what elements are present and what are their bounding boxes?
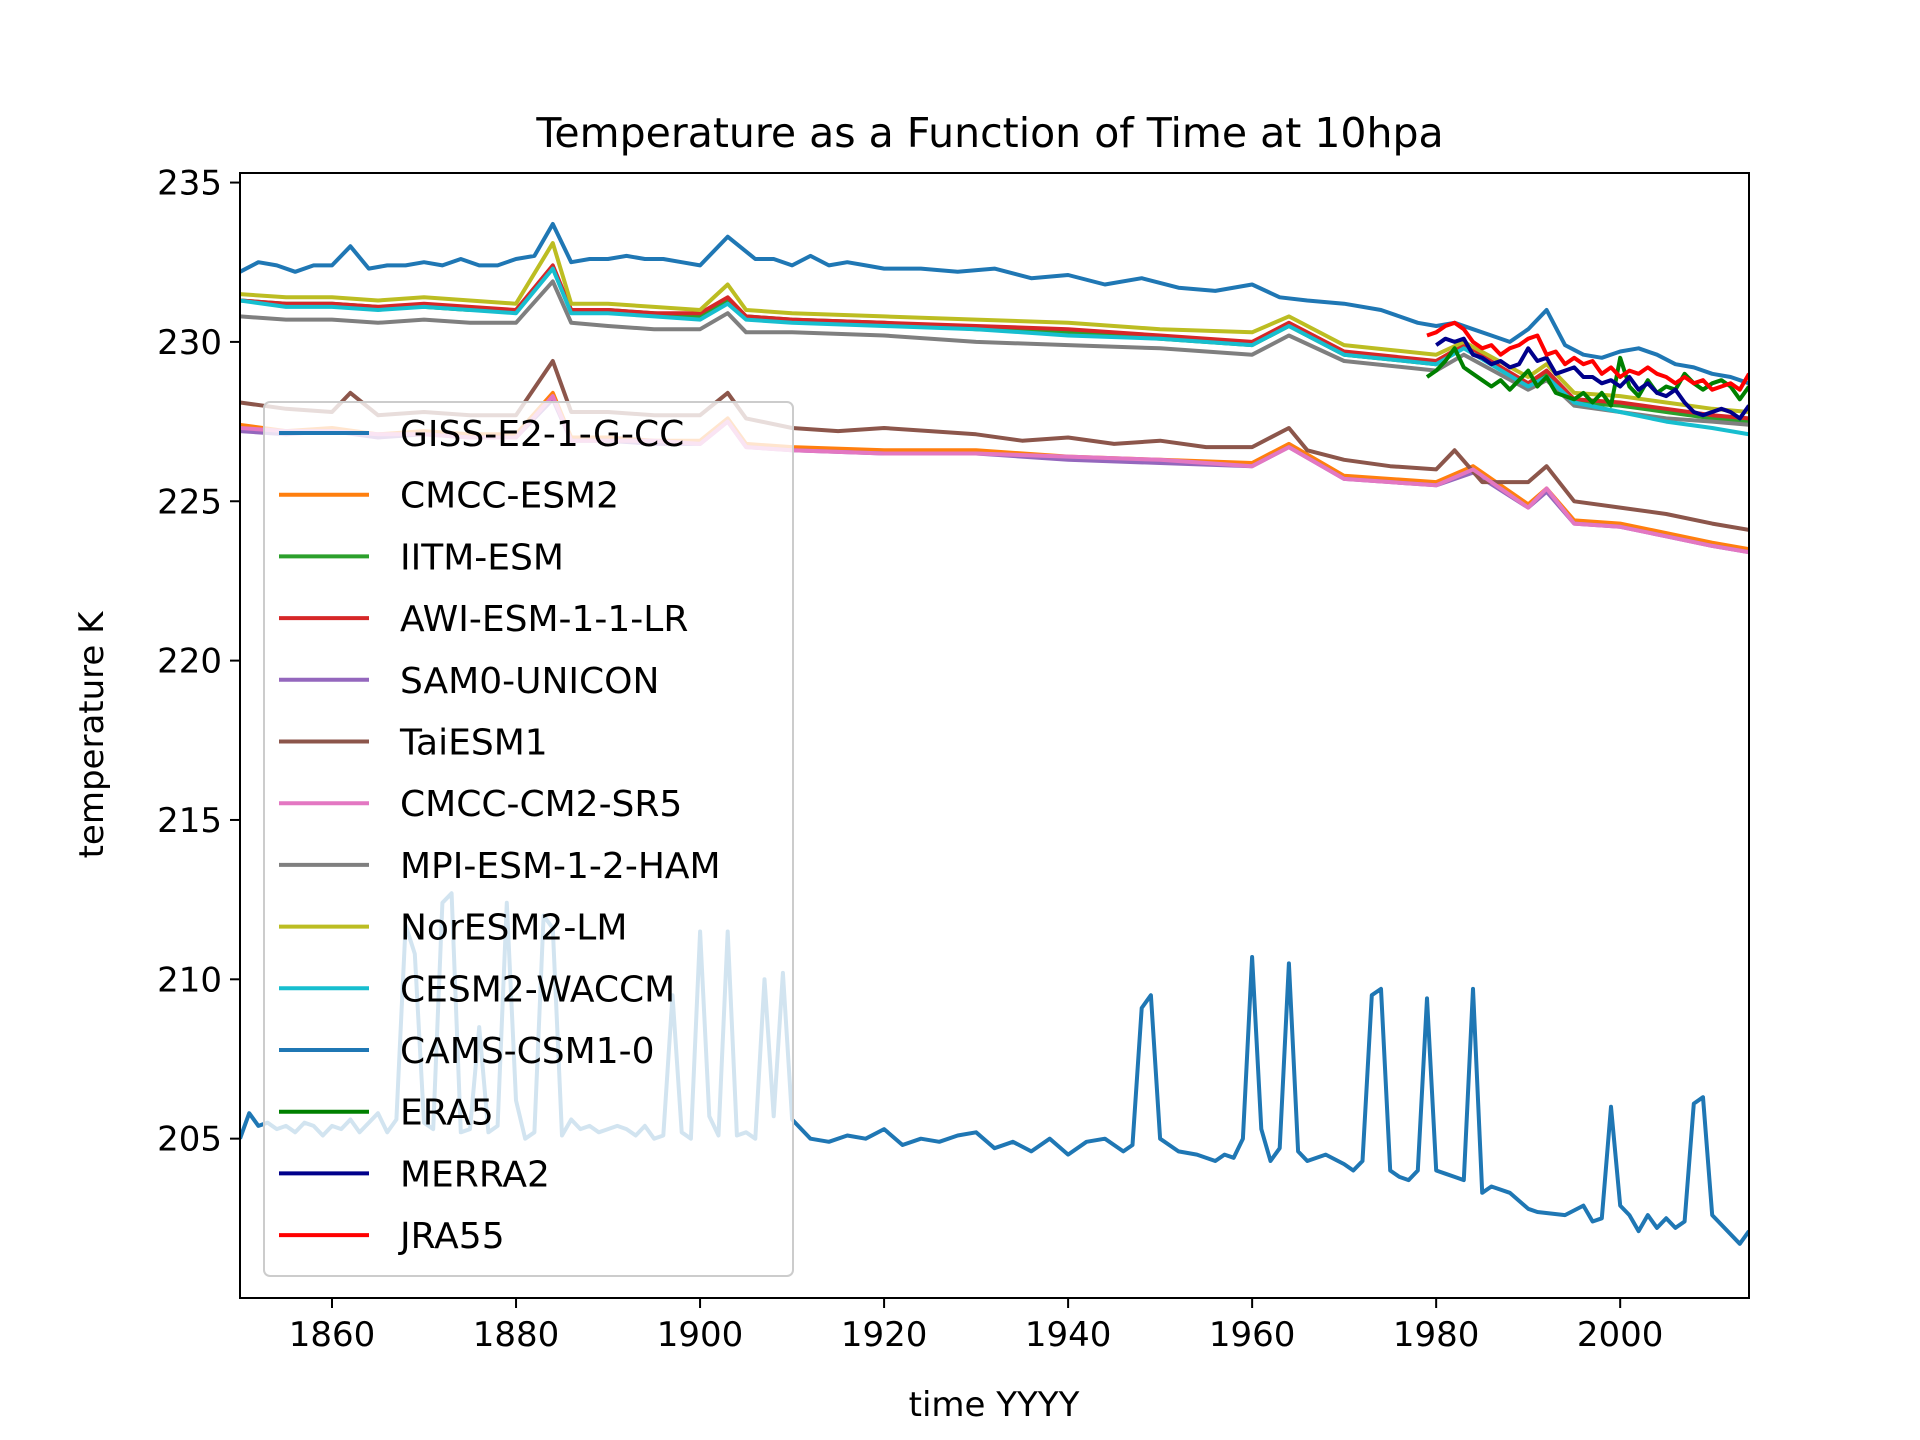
x-tick-label-7: 2000 [1577,1315,1664,1355]
y-tick-label-2: 215 [157,801,222,841]
legend-label-10: CAMS-CSM1-0 [400,1031,655,1072]
x-tick-label-6: 1980 [1393,1315,1480,1355]
legend-label-1: CMCC-ESM2 [400,476,619,517]
x-tick-label-0: 1860 [289,1315,376,1355]
series-line-13 [1426,320,1749,392]
legend-label-11: ERA5 [400,1093,494,1134]
legend-box [263,401,794,1277]
legend-label-7: MPI-ESM-1-2-HAM [400,846,721,887]
y-tick-label-3: 220 [157,642,222,682]
legend-label-12: MERRA2 [400,1154,550,1195]
y-axis-label: temperature K [72,610,112,859]
series-line-12 [1435,336,1749,421]
legend-label-5: TaiESM1 [399,723,548,764]
plot-frame [239,172,1750,1299]
legend-label-4: SAM0-UNICON [400,661,659,702]
x-tick-label-1: 1880 [473,1315,560,1355]
legend-label-8: NorESM2-LM [400,908,627,949]
x-tick-label-4: 1940 [1025,1315,1112,1355]
series-line-3 [240,263,1749,421]
legend-label-3: AWI-ESM-1-1-LR [400,599,688,640]
y-tick-label-6: 235 [157,164,222,204]
y-tick-label-0: 205 [157,1120,222,1160]
legend-label-2: IITM-ESM [400,537,564,578]
x-tick-label-3: 1920 [841,1315,928,1355]
series-line-0 [240,222,1749,386]
legend-label-6: CMCC-CM2-SR5 [400,784,682,825]
series-layer [240,222,1749,1246]
y-tick-label-5: 230 [157,323,222,363]
x-tick-label-2: 1900 [657,1315,744,1355]
series-line-8 [240,241,1749,414]
y-tick-label-4: 225 [157,482,222,522]
legend-label-13: JRA55 [398,1216,505,1257]
y-tick-label-1: 210 [157,960,222,1000]
legend-label-9: CESM2-WACCM [400,969,675,1010]
x-axis-label: time YYYY [909,1385,1080,1425]
legend: GISS-E2-1-G-CC CMCC-ESM2 IITM-ESM AWI-ESM-1… [263,401,794,1277]
x-tick-label-5: 1960 [1209,1315,1296,1355]
y-axis: 205 210 215 220 225 230 235 [157,164,240,1160]
chart-title: Temperature as a Function of Time at 10h… [535,109,1443,157]
x-axis: 1860 1880 1900 1920 1940 1960 1980 2000 [289,1298,1664,1355]
legend-label-0: GISS-E2-1-G-CC [400,414,684,455]
